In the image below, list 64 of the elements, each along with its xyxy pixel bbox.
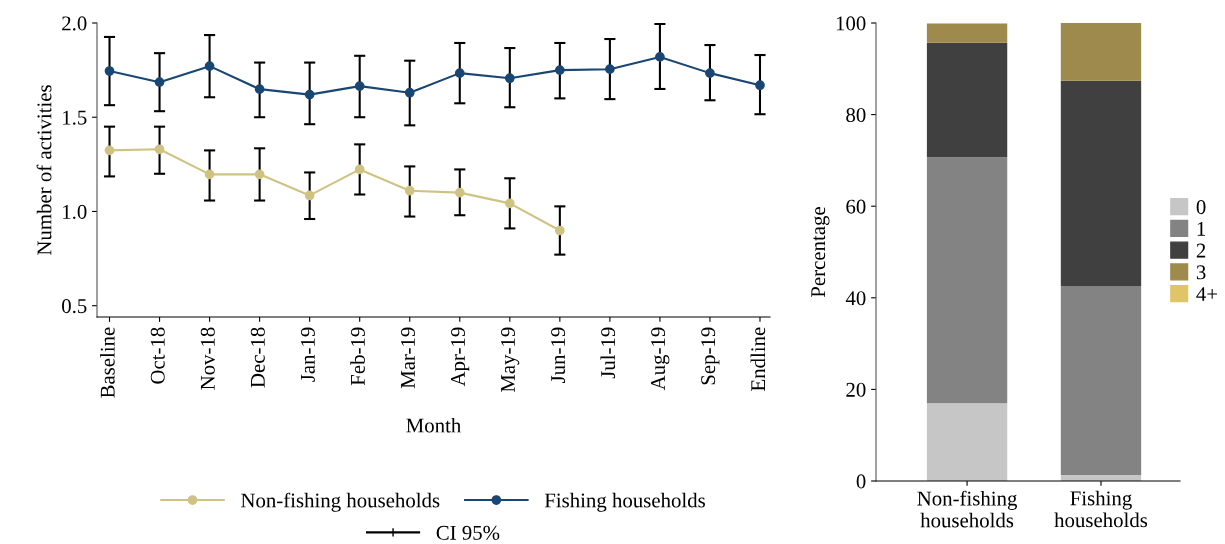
- point: [204, 61, 215, 72]
- point: [655, 52, 665, 62]
- point: [104, 145, 115, 156]
- y-axis-title: Number of activities: [36, 85, 52, 256]
- x-tick-label: May-19: [500, 327, 520, 393]
- x-tick-label: Baseline: [100, 327, 115, 398]
- point: [154, 144, 165, 155]
- point: [304, 190, 315, 201]
- point: [154, 77, 165, 88]
- y-tick-label: 20: [846, 382, 866, 397]
- x-tick-label: Mar-19: [400, 327, 415, 389]
- x-tick-label: Dec-18: [250, 327, 265, 388]
- point: [605, 64, 615, 75]
- y-tick-label: 80: [846, 107, 866, 123]
- point: [304, 89, 315, 100]
- point: [354, 164, 365, 175]
- point: [554, 225, 565, 236]
- point: [404, 87, 415, 98]
- x-tick-label: Feb-19: [350, 327, 365, 386]
- legend-label: 4+: [1196, 287, 1218, 301]
- x-tick-label: Nov-18: [200, 327, 215, 390]
- y-tick-label: 1.0: [63, 204, 87, 219]
- x-tick-label: Jan-19: [300, 327, 315, 382]
- legend-label: 1: [1197, 221, 1206, 236]
- x-tick-label: Jun-19: [551, 327, 566, 383]
- point: [504, 198, 515, 209]
- x-tick-label: Jul-19: [600, 327, 616, 379]
- y-tick-label: 0.5: [62, 299, 87, 314]
- point: [254, 169, 265, 180]
- x-tick-label: Apr-19: [450, 327, 470, 387]
- y-tick-label: 40: [845, 291, 866, 306]
- bar: [926, 157, 1008, 404]
- bar: [926, 403, 1008, 481]
- bar: [1060, 23, 1142, 81]
- y-axis-title: Percentage: [811, 207, 830, 298]
- y-tick-label: 100: [836, 16, 866, 31]
- text: CI 95%: [436, 525, 500, 540]
- point: [254, 84, 265, 95]
- x-axis-title: Month: [406, 417, 462, 433]
- y-tick-label: 60: [846, 199, 866, 214]
- legend-label: 2: [1196, 243, 1206, 258]
- point: [755, 80, 765, 91]
- legend-label: 3: [1196, 265, 1206, 280]
- point: [354, 81, 365, 91]
- y-tick-label: 0: [856, 474, 866, 489]
- point: [504, 73, 515, 84]
- x-tick-label: Oct-18: [150, 327, 165, 384]
- x-tick-label: Aug-19: [651, 327, 670, 391]
- point: [404, 185, 415, 196]
- bar: [1060, 80, 1142, 286]
- bar: [926, 42, 1008, 158]
- x-tick-label: Sep-19: [701, 327, 720, 385]
- y-tick-label: 1.5: [63, 110, 87, 125]
- bar: [1060, 285, 1142, 476]
- point: [554, 65, 565, 75]
- x-tick-label: Endline: [750, 327, 766, 391]
- bar: [926, 23, 1008, 43]
- point: [204, 169, 215, 180]
- point: [705, 68, 715, 78]
- legend-label: 0: [1196, 200, 1206, 215]
- point: [454, 187, 465, 198]
- point: [104, 66, 115, 76]
- point: [454, 68, 465, 78]
- y-tick-label: 2.0: [62, 16, 87, 31]
